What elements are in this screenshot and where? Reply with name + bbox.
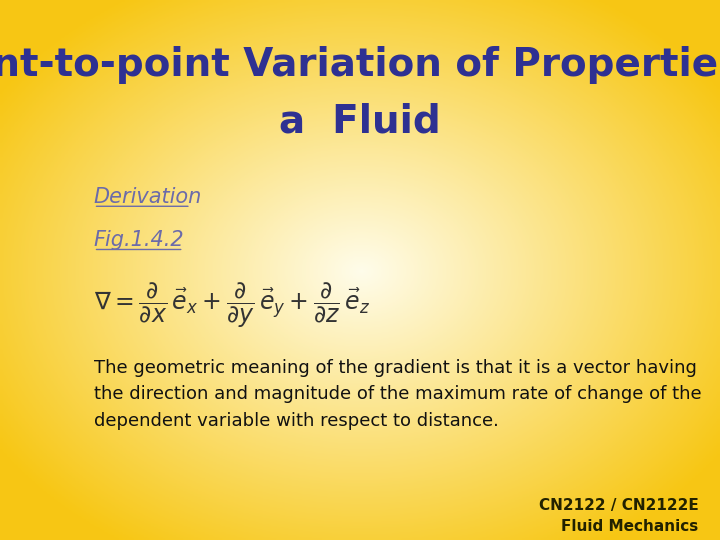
Text: CN2122 / CN2122E
Fluid Mechanics: CN2122 / CN2122E Fluid Mechanics — [539, 498, 698, 534]
Text: $\nabla = \dfrac{\partial}{\partial x}\,\vec{e}_x + \dfrac{\partial}{\partial y}: $\nabla = \dfrac{\partial}{\partial x}\,… — [94, 280, 370, 330]
Text: Point-to-point Variation of Properties in: Point-to-point Variation of Properties i… — [0, 46, 720, 84]
Text: Fig.1.4.2: Fig.1.4.2 — [94, 230, 184, 251]
Text: Derivation: Derivation — [94, 187, 202, 207]
Text: The geometric meaning of the gradient is that it is a vector having
the directio: The geometric meaning of the gradient is… — [94, 359, 701, 430]
Text: a  Fluid: a Fluid — [279, 103, 441, 140]
